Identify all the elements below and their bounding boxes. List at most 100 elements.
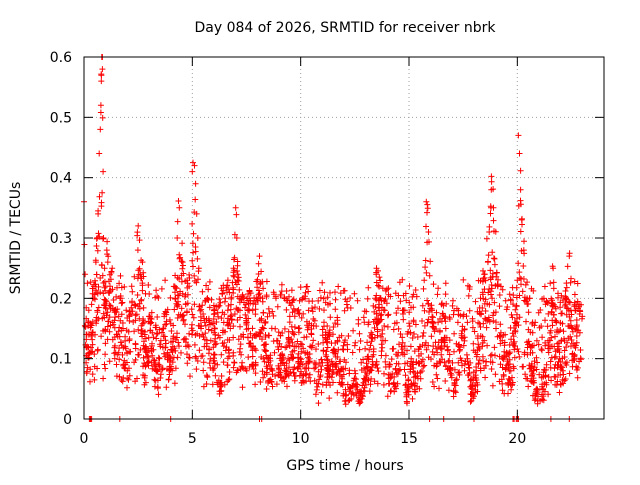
data-point	[549, 263, 556, 270]
data-point	[367, 342, 374, 349]
data-point	[211, 355, 217, 362]
data-point	[256, 253, 263, 260]
data-point	[540, 295, 547, 302]
data-point	[274, 337, 281, 344]
data-point	[239, 384, 246, 391]
data-point	[493, 269, 500, 276]
data-point	[100, 310, 107, 317]
data-point	[519, 215, 525, 222]
data-point	[216, 302, 223, 309]
data-point	[530, 287, 537, 294]
data-point	[192, 353, 199, 360]
data-point	[104, 309, 111, 316]
data-point	[334, 354, 341, 360]
data-point	[275, 365, 282, 372]
data-point	[547, 358, 554, 365]
data-point	[495, 276, 501, 283]
data-point	[370, 346, 377, 352]
data-point	[238, 351, 245, 358]
data-point	[134, 247, 141, 254]
data-point	[200, 359, 207, 366]
data-point	[344, 341, 351, 348]
data-point	[525, 309, 532, 316]
data-point	[485, 289, 492, 296]
data-point	[390, 326, 397, 333]
data-point	[87, 279, 94, 286]
data-point	[135, 222, 142, 229]
axis-ticks: 0 0.1 0.2 0.3 0.4 0.5 0.6 0 5 10 15 20	[50, 50, 604, 447]
data-point	[316, 376, 323, 383]
data-point	[246, 363, 253, 370]
data-point	[101, 302, 108, 309]
data-point	[402, 382, 409, 389]
data-point	[167, 294, 174, 301]
data-point	[172, 347, 179, 354]
data-point	[178, 349, 184, 356]
data-point	[568, 337, 575, 343]
data-point	[545, 349, 552, 356]
data-point	[291, 324, 298, 331]
data-point	[224, 277, 231, 284]
data-point	[521, 297, 528, 304]
data-point	[324, 294, 331, 301]
data-point	[433, 363, 440, 370]
data-point	[393, 310, 400, 316]
data-point	[217, 299, 224, 306]
data-point	[128, 311, 134, 317]
data-point	[216, 334, 223, 341]
data-point	[458, 334, 465, 341]
data-point	[290, 305, 297, 312]
data-point	[131, 273, 138, 280]
data-point	[316, 305, 323, 312]
data-point	[474, 347, 481, 354]
data-point	[267, 357, 274, 364]
data-point	[99, 189, 106, 196]
data-point	[382, 296, 389, 303]
data-point	[475, 277, 482, 284]
data-point	[146, 313, 153, 320]
data-point	[272, 325, 279, 332]
data-point	[200, 383, 207, 390]
data-point	[472, 298, 479, 305]
data-point	[221, 381, 228, 388]
data-point	[488, 204, 494, 211]
data-point	[463, 351, 470, 358]
data-point	[427, 305, 434, 312]
data-point	[139, 287, 146, 294]
data-point	[455, 359, 462, 366]
data-point	[203, 282, 210, 289]
data-point	[192, 248, 199, 255]
data-point	[525, 300, 532, 307]
data-point	[309, 308, 316, 315]
data-point	[548, 309, 555, 316]
data-point	[226, 369, 233, 375]
data-point	[434, 291, 441, 298]
data-point	[259, 295, 266, 302]
data-point	[177, 288, 184, 295]
data-point	[403, 297, 410, 304]
data-point	[226, 376, 233, 383]
data-point	[371, 324, 378, 331]
data-point	[297, 284, 304, 291]
x-tick-label: 5	[188, 431, 197, 447]
data-point	[158, 285, 165, 292]
data-point	[385, 375, 392, 382]
data-point	[235, 274, 242, 281]
data-point	[228, 316, 235, 323]
data-point	[233, 235, 240, 241]
data-point	[119, 299, 126, 306]
data-point	[205, 315, 212, 322]
data-point	[439, 300, 445, 307]
data-point	[218, 351, 225, 358]
data-point	[290, 330, 297, 337]
data-point	[218, 315, 225, 322]
data-point	[364, 339, 371, 346]
data-point	[271, 349, 278, 356]
data-point	[102, 365, 109, 372]
data-point	[234, 262, 241, 269]
data-point	[93, 320, 100, 327]
data-point	[95, 304, 102, 311]
data-point	[579, 315, 585, 322]
data-point	[415, 352, 422, 359]
data-point	[289, 355, 296, 362]
